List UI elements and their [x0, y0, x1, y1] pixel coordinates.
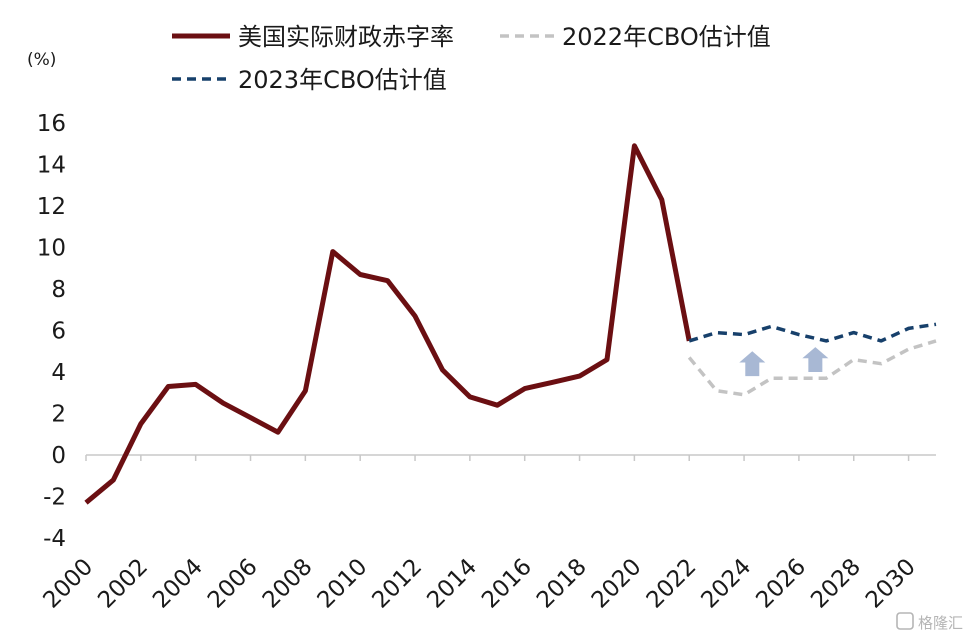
x-tick-label: 2004 [148, 554, 208, 614]
y-tick-label: 16 [37, 111, 66, 137]
x-tick-label: 2010 [313, 554, 373, 614]
x-axis-ticks: 2000200220042006200820102012201420162018… [38, 554, 920, 614]
y-tick-label: 12 [37, 194, 66, 220]
legend-label-cbo2022: 2022年CBO估计值 [562, 23, 771, 51]
y-tick-label: -2 [43, 485, 66, 511]
gelonghui-logo-icon [896, 612, 914, 630]
y-tick-label: 4 [51, 360, 66, 386]
legend-label-cbo2023: 2023年CBO估计值 [238, 66, 447, 94]
x-tick-label: 2026 [751, 554, 811, 614]
y-tick-label: 0 [51, 443, 66, 469]
series-line-1 [687, 339, 937, 397]
x-tick-label: 2008 [258, 554, 318, 614]
x-tick-label: 2012 [367, 554, 427, 614]
up-arrow-icon [739, 351, 766, 377]
watermark-text: 格隆汇 [918, 614, 963, 632]
x-tick-label: 2002 [93, 554, 153, 614]
y-axis-ticks: -4 -2 0 2 4 6 8 10 12 14 16 [37, 111, 66, 552]
x-axis [85, 454, 936, 461]
y-tick-label: 8 [51, 277, 66, 303]
x-tick-label: 2028 [806, 554, 866, 614]
x-tick-label: 2006 [203, 554, 263, 614]
x-tick-label: 2016 [477, 554, 537, 614]
y-tick-label: 14 [37, 153, 66, 179]
y-tick-label: 2 [51, 402, 66, 428]
series-line-0 [84, 143, 692, 505]
legend: 美国实际财政赤字率 2022年CBO估计值 2023年CBO估计值 [172, 23, 771, 94]
up-arrow-icon [802, 347, 829, 372]
x-tick-label: 2030 [861, 554, 921, 614]
series-line-2 [688, 322, 937, 343]
x-tick-label: 2018 [532, 554, 592, 614]
series-layer [84, 143, 937, 505]
x-tick-label: 2022 [642, 554, 702, 614]
watermark: 格隆汇 [896, 612, 963, 632]
y-tick-label: 10 [37, 236, 66, 262]
x-tick-label: 2024 [697, 554, 757, 614]
x-tick-label: 2014 [422, 554, 482, 614]
legend-label-actual: 美国实际财政赤字率 [238, 23, 454, 51]
x-tick-label: 2020 [587, 554, 647, 614]
y-unit-label: (%) [27, 50, 56, 70]
y-tick-label: 6 [51, 319, 66, 345]
annotation-layer [739, 347, 829, 377]
x-tick-label: 2000 [38, 554, 98, 614]
y-tick-label: -4 [43, 526, 66, 552]
